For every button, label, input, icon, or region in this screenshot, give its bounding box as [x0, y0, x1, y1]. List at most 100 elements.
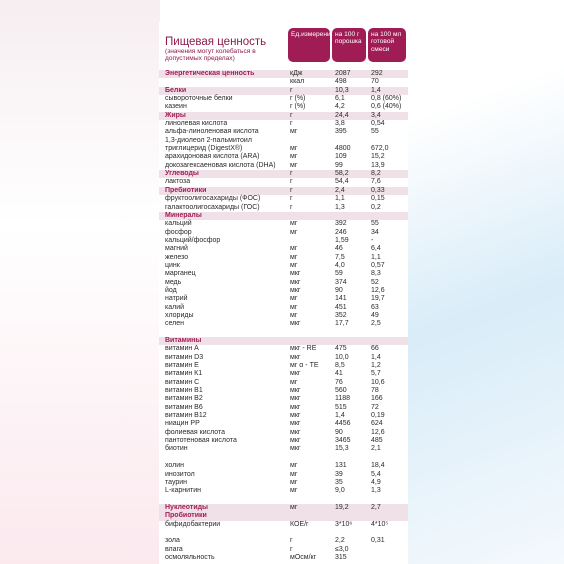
- row-unit: мг: [290, 303, 298, 311]
- row-value-100ml: 66: [371, 345, 379, 353]
- nutrition-rows: Энергетическая ценность кДж 2087 292 ккал 498…: [159, 70, 408, 562]
- row-value-100g: 59: [335, 270, 343, 278]
- table-row: селен мкг 17,7 2,5: [159, 320, 408, 328]
- row-value-100g: 515: [335, 403, 347, 411]
- row-unit: мг: [290, 228, 298, 236]
- row-value-100g: 54,4: [335, 178, 349, 186]
- row-name: альфа-линоленовая кислота: [165, 128, 259, 136]
- row-value-100g: 2087: [335, 70, 351, 77]
- row-unit: мкг: [290, 412, 301, 420]
- row-name: кальций/фосфор: [165, 236, 221, 244]
- table-row: ниацин РР мкг 4456 624: [159, 420, 408, 428]
- row-unit: мкг: [290, 420, 301, 428]
- row-value-100ml: 6,4: [371, 245, 381, 253]
- row-name: натрий: [165, 295, 188, 303]
- row-value-100ml: 0,8 (60%): [371, 95, 402, 103]
- row-value-100g: 7,5: [335, 253, 345, 261]
- table-row: калий мг 451 63: [159, 304, 408, 312]
- row-unit: мкг: [290, 370, 301, 378]
- row-value-100g: 24,4: [335, 111, 349, 119]
- table-row: натрий мг 141 19,7: [159, 295, 408, 303]
- row-value-100g: 17,7: [335, 320, 349, 328]
- table-row: витамин В12 мкг 1,4 0,19: [159, 412, 408, 420]
- row-name: калий: [165, 303, 185, 311]
- row-value-100g: 6,1: [335, 95, 345, 103]
- row-name: магний: [165, 245, 188, 253]
- row-name: фруктоолигосахариды (ФОС): [165, 195, 261, 203]
- row-value-100ml: 0,33: [371, 186, 385, 194]
- row-name: витамин К1: [165, 370, 203, 378]
- row-name: биотин: [165, 445, 188, 453]
- row-value-100g: 352: [335, 311, 347, 319]
- row-value-100ml: 12,6: [371, 428, 385, 436]
- row-value-100ml: 2,7: [371, 503, 381, 511]
- row-value-100g: 9,0: [335, 487, 345, 495]
- section-row: Пробиотики: [159, 512, 408, 521]
- table-row: железо мг 7,5 1,1: [159, 254, 408, 262]
- section-row: Витамины: [159, 337, 408, 346]
- row-name: ниацин РР: [165, 420, 200, 428]
- section-row: Пребиотики г 2,4 0,33: [159, 186, 408, 196]
- row-name: марганец: [165, 270, 196, 278]
- row-unit: г: [290, 120, 293, 128]
- row-name: лактоза: [165, 178, 191, 186]
- row-value-100g: 39: [335, 470, 343, 478]
- row-name: докозагексаеновая кислота (DHA): [165, 161, 276, 169]
- row-value-100ml: 5,7: [371, 370, 381, 378]
- row-unit: мкг: [290, 403, 301, 411]
- row-name: зола: [165, 537, 180, 545]
- row-unit: мОсм/кг: [290, 553, 317, 561]
- row-unit: мг α - TE: [290, 362, 319, 370]
- row-value-100ml: 72: [371, 403, 379, 411]
- row-name: медь: [165, 278, 182, 286]
- row-value-100ml: 19,7: [371, 295, 385, 303]
- row-value-100ml: 34: [371, 228, 379, 236]
- row-name: линолевая кислота: [165, 120, 228, 128]
- row-value-100ml: 55: [371, 220, 379, 228]
- row-name: холин: [165, 462, 185, 470]
- row-value-100g: 131: [335, 462, 347, 470]
- row-value-100g: 451: [335, 303, 347, 311]
- spacer-row: [159, 454, 408, 462]
- table-row: L-карнитин мг 9,0 1,3: [159, 487, 408, 495]
- row-value-100ml: 1,4: [371, 86, 381, 94]
- row-name: витамин С: [165, 378, 200, 386]
- table-row: холин мг 131 18,4: [159, 462, 408, 470]
- row-unit: мкг: [290, 270, 301, 278]
- row-unit: мг: [290, 487, 298, 495]
- row-value-100g: 2,4: [335, 186, 345, 194]
- row-unit: кДж: [290, 70, 303, 77]
- table-row: цинк мг 4,0 0,57: [159, 262, 408, 270]
- row-unit: КОЕ/г: [290, 520, 309, 528]
- row-name: Пробиотики: [165, 512, 207, 520]
- row-name: йод: [165, 286, 177, 294]
- row-unit: мкг: [290, 320, 301, 328]
- row-unit: мг: [290, 161, 298, 169]
- row-value-100ml: 15,2: [371, 153, 385, 161]
- row-value-100g: 1,4: [335, 412, 345, 420]
- table-row: бифидобактерии КОЕ/г 3*10⁶ 4*10⁵: [159, 521, 408, 529]
- background-left: [0, 0, 160, 564]
- row-unit: мг: [290, 261, 298, 269]
- row-value-100g: 475: [335, 345, 347, 353]
- table-row: 1,3-диолеол 2-пальмитоил: [159, 137, 408, 145]
- table-row: фосфор мг 246 34: [159, 229, 408, 237]
- row-unit: мг: [290, 503, 298, 511]
- row-value-100ml: 0,31: [371, 537, 385, 545]
- row-name: хлориды: [165, 311, 194, 319]
- row-value-100g: 1,3: [335, 203, 345, 211]
- row-value-100g: 4800: [335, 145, 351, 153]
- row-value-100g: 90: [335, 286, 343, 294]
- table-row: влага г ≤3,0: [159, 546, 408, 554]
- row-value-100g: 8,5: [335, 362, 345, 370]
- row-unit: мг: [290, 253, 298, 261]
- row-value-100g: 498: [335, 78, 347, 86]
- row-value-100g: 76: [335, 378, 343, 386]
- row-value-100ml: 55: [371, 128, 379, 136]
- table-row: линолевая кислота г 3,8 0,54: [159, 120, 408, 128]
- table-row: витамин В2 мкг 1188 166: [159, 395, 408, 403]
- row-value-100g: 374: [335, 278, 347, 286]
- table-header: Пищевая ценность (значения могут колебат…: [159, 22, 408, 66]
- row-name: витамин А: [165, 345, 199, 353]
- table-row: витамин В1 мкг 560 78: [159, 387, 408, 395]
